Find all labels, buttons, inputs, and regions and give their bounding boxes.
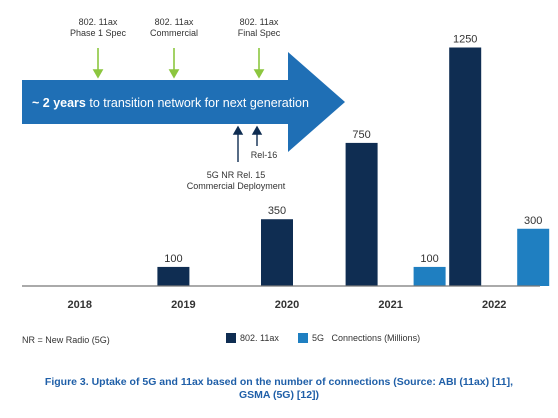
- legend-5g: 5G Connections (Millions): [298, 333, 420, 343]
- nr15-annotation: 5G NR Rel. 15 Commercial Deployment: [174, 170, 298, 192]
- phase1-annotation: 802. 11ax Phase 1 Spec: [68, 17, 128, 39]
- bar-11ax-2022: [449, 47, 482, 286]
- bar-11ax-2019: [157, 266, 190, 286]
- spec-arrows: [92, 48, 265, 79]
- release-arrows: [232, 125, 263, 162]
- nr15-line2: Commercial Deployment: [186, 181, 286, 191]
- phase1-line1: 802. 11ax: [78, 17, 118, 27]
- data-label-11ax-2020: 350: [268, 205, 286, 217]
- legend-swatch-11ax: [226, 333, 236, 343]
- data-label-11ax-2019: 100: [164, 253, 182, 265]
- data-label-11ax-2022: 1250: [453, 34, 477, 46]
- bar-11ax-2020: [261, 219, 293, 286]
- legend-suffix: Connections (Millions): [331, 333, 421, 343]
- x-tick-label-2020: 2020: [275, 299, 299, 311]
- final-arrowhead-icon: [253, 69, 265, 79]
- final-line1: 802. 11ax: [239, 17, 279, 27]
- arrow-body: [22, 52, 345, 152]
- transition-arrow: ~ 2 years to transition network for next…: [22, 52, 345, 152]
- x-tick-label-2018: 2018: [68, 299, 92, 311]
- figure-caption: Figure 3. Uptake of 5G and 11ax based on…: [10, 376, 548, 402]
- caption-line2: GSMA (5G) [12]): [238, 389, 320, 401]
- x-tick-label-2019: 2019: [171, 299, 195, 311]
- commercial-line2: Commercial: [149, 28, 198, 38]
- x-tick-label-2022: 2022: [482, 299, 506, 311]
- bars-layer: 100 350 750 100 1250 300: [157, 34, 550, 286]
- arrow-text: ~ 2 years to transition network for next…: [32, 96, 309, 110]
- commercial-arrowhead-icon: [168, 69, 180, 79]
- final-line2: Final Spec: [237, 28, 281, 38]
- arrow-text-rest: to transition network for next generatio…: [86, 96, 309, 110]
- legend-11ax: 802. 11ax: [226, 333, 279, 343]
- bar-5g-2022: [517, 228, 550, 286]
- legend-swatch-5g: [298, 333, 308, 343]
- bar-11ax-2021: [345, 142, 378, 286]
- data-label-5g-2022: 300: [524, 215, 542, 227]
- commercial-line1: 802. 11ax: [154, 17, 194, 27]
- final-annotation: 802. 11ax Final Spec: [229, 17, 289, 39]
- commercial-annotation: 802. 11ax Commercial: [144, 17, 204, 39]
- data-label-11ax-2021: 750: [352, 129, 370, 141]
- x-tick-label-2021: 2021: [378, 299, 402, 311]
- data-label-5g-2021: 100: [420, 253, 438, 265]
- caption-line1: Figure 3. Uptake of 5G and 11ax based on…: [44, 376, 514, 388]
- phase1-line2: Phase 1 Spec: [69, 28, 127, 38]
- rel16-annotation: Rel-16: [250, 150, 278, 160]
- nr-footnote: NR = New Radio (5G): [22, 335, 110, 345]
- legend-label-5g: 5G: [312, 333, 325, 343]
- legend-label-11ax: 802. 11ax: [240, 333, 279, 343]
- x-tick-labels: 2018 2019 2020 2021 2022: [68, 299, 507, 311]
- arrow-text-bold: ~ 2 years: [32, 96, 86, 110]
- nr15-line1: 5G NR Rel. 15: [206, 170, 266, 180]
- bar-5g-2021: [413, 266, 446, 286]
- rel16-arrowhead-icon: [251, 125, 263, 135]
- nr15-arrowhead-icon: [232, 125, 244, 135]
- phase1-arrowhead-icon: [92, 69, 104, 79]
